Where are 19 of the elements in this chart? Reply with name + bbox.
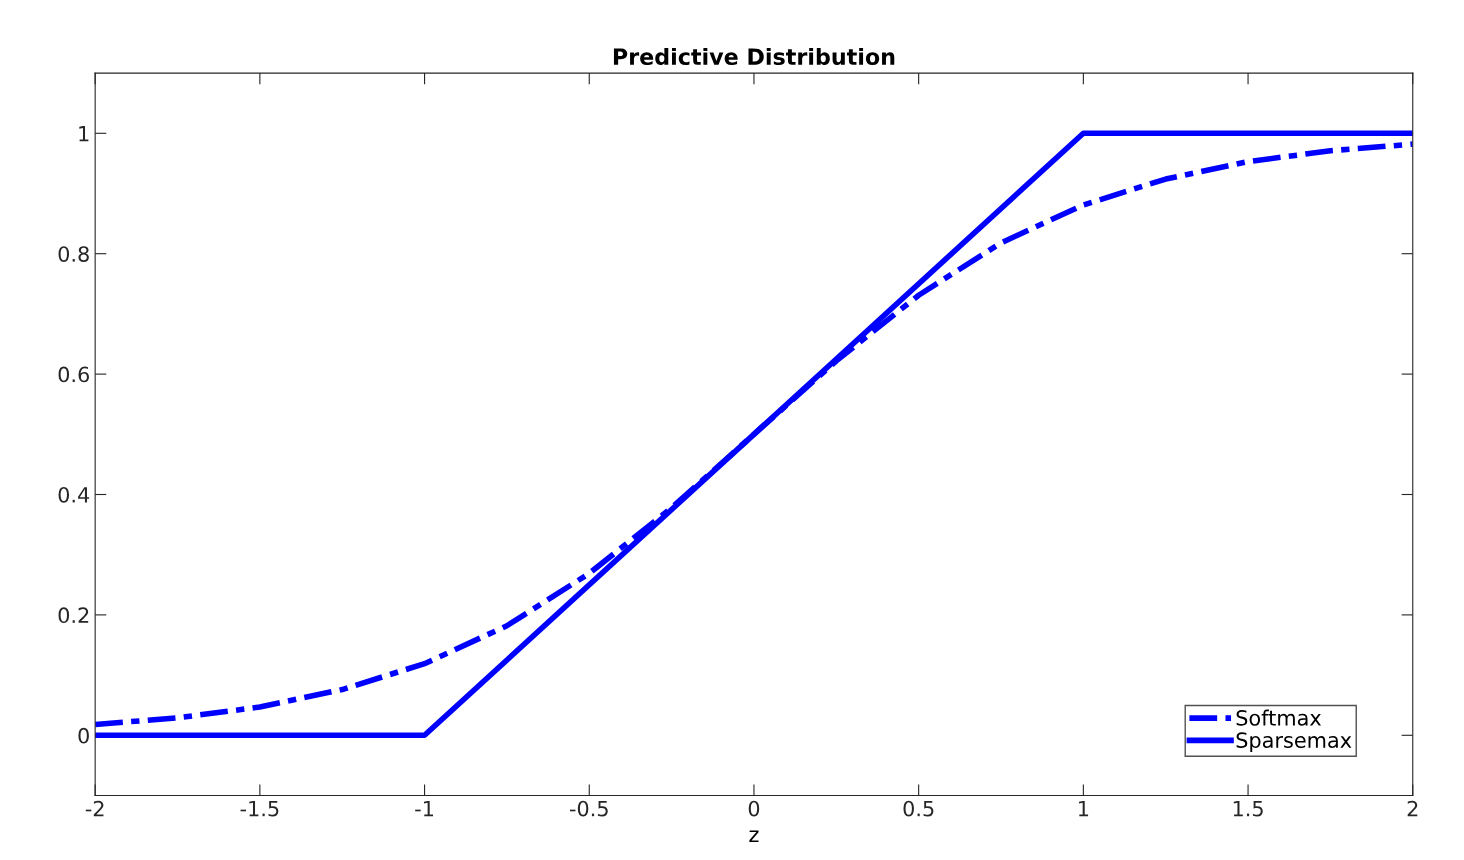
y-tick-label: 1 — [79, 126, 89, 142]
x-tick-label: -2 — [85, 800, 104, 817]
legend-label: Softmax — [1236, 709, 1322, 726]
y-tick-label: 0.6 — [58, 366, 89, 383]
chart-title: Predictive Distribution — [613, 47, 895, 66]
y-tick-label: 0.4 — [58, 486, 90, 503]
x-tick-label: 0 — [748, 800, 760, 817]
x-tick-label: 0.5 — [903, 800, 934, 817]
x-axis-title: z — [749, 830, 759, 842]
y-tick-label: 0.2 — [58, 607, 89, 624]
y-tick-label: 0 — [78, 727, 89, 744]
x-tick-label: -0.5 — [569, 800, 608, 817]
x-tick-label: -1.5 — [240, 801, 279, 817]
x-tick-label: 1 — [1079, 801, 1089, 817]
x-tick-label: 2 — [1407, 800, 1418, 817]
y-tick-label: 0.8 — [58, 246, 89, 262]
legend-label: Sparsemax — [1236, 732, 1352, 753]
x-tick-label: -1 — [415, 801, 434, 817]
x-tick-label: 1.5 — [1233, 801, 1263, 817]
